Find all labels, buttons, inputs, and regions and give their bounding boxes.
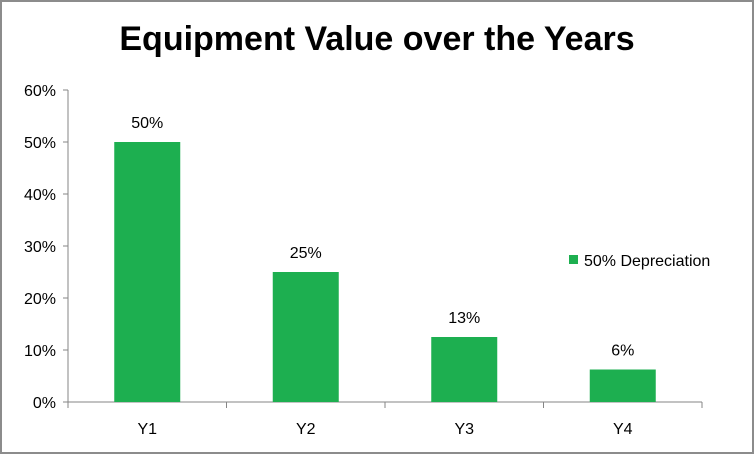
y-tick-label: 50% — [24, 135, 56, 152]
x-tick-label: Y4 — [613, 421, 633, 438]
data-label: 50% — [131, 115, 163, 132]
bar — [114, 142, 181, 402]
bar — [431, 337, 498, 402]
y-tick-label: 10% — [24, 343, 56, 360]
legend-label: 50% Depreciation — [584, 253, 710, 270]
data-label: 25% — [290, 245, 322, 262]
data-label: 13% — [448, 310, 480, 327]
data-label: 6% — [611, 343, 634, 360]
legend-swatch — [569, 255, 578, 264]
y-tick-label: 0% — [33, 395, 56, 412]
bar — [589, 369, 656, 402]
y-tick-label: 60% — [24, 83, 56, 100]
x-tick-label: Y3 — [454, 421, 474, 438]
x-tick-label: Y1 — [137, 421, 157, 438]
y-tick-label: 40% — [24, 187, 56, 204]
x-tick-label: Y2 — [296, 421, 316, 438]
y-tick-label: 20% — [24, 291, 56, 308]
chart-title: Equipment Value over the Years — [119, 20, 635, 58]
bar — [272, 272, 339, 402]
y-tick-label: 30% — [24, 239, 56, 256]
